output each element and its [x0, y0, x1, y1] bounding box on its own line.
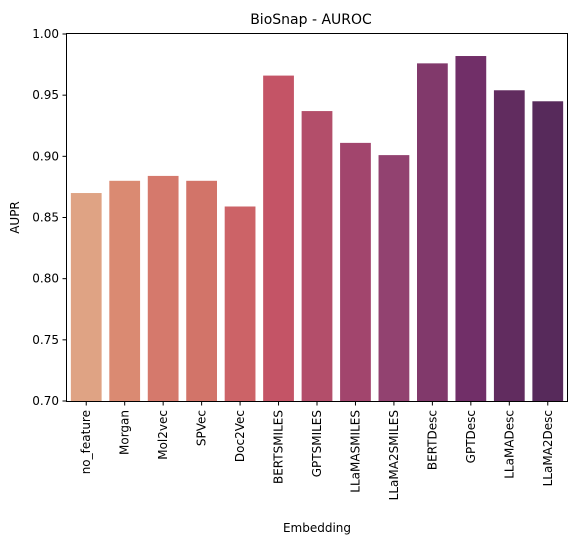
bar-gptdesc	[455, 56, 487, 402]
y-tick-label: 0.95	[32, 88, 59, 102]
x-axis-label: Embedding	[283, 521, 351, 535]
bar-llamasmiles	[340, 142, 371, 401]
bar-no_feature	[70, 193, 102, 401]
x-tick-label: LLaMASMILES	[348, 410, 362, 493]
x-tick-label: Mol2vec	[156, 410, 170, 460]
x-tick-label: GPTDesc	[464, 410, 478, 463]
bar-gptsmiles	[301, 111, 333, 401]
bar-mol2vec	[147, 175, 179, 401]
bar-llama2desc	[532, 101, 564, 401]
bar-bertdesc	[417, 63, 448, 402]
x-tick-label: GPTSMILES	[310, 410, 324, 477]
x-tick-label: SPVec	[195, 410, 209, 446]
y-tick-label: 0.70	[32, 394, 59, 408]
x-tick-label: BERTDesc	[425, 410, 439, 470]
x-tick-label: Doc2Vec	[233, 410, 247, 462]
y-axis-label: AUPR	[8, 201, 22, 234]
x-tick-label: LLaMA2SMILES	[387, 410, 401, 500]
y-tick-label: 0.75	[32, 333, 59, 347]
x-tick-label: Morgan	[118, 410, 132, 455]
bars-group	[70, 56, 564, 402]
plot-frame	[66, 33, 568, 402]
y-tick-label: 0.80	[32, 272, 59, 286]
x-tick-label: BERTSMILES	[272, 410, 286, 484]
bar-llamadesc	[493, 90, 525, 402]
x-tick-label: no_feature	[79, 410, 93, 474]
x-axis: no_feature Morgan Mol2vec SPVec Doc2Vec BERTS…	[79, 401, 555, 500]
bar-bertsmiles	[263, 75, 294, 401]
x-tick-label: LLaMADesc	[502, 410, 516, 479]
x-tick-label: LLaMA2Desc	[541, 410, 555, 486]
y-tick-label: 0.85	[32, 211, 59, 225]
bar-spvec	[186, 180, 217, 401]
chart-title: BioSnap - AUROC	[250, 12, 372, 28]
y-tick-label: 1.00	[32, 27, 59, 41]
y-axis: 0.70 0.75 0.80 0.85 0.90 0.95 1.00	[32, 27, 67, 408]
bar-doc2vec	[224, 206, 256, 401]
bar-llama2smiles	[378, 155, 410, 401]
bar-morgan	[109, 180, 141, 401]
y-tick-label: 0.90	[32, 149, 59, 163]
